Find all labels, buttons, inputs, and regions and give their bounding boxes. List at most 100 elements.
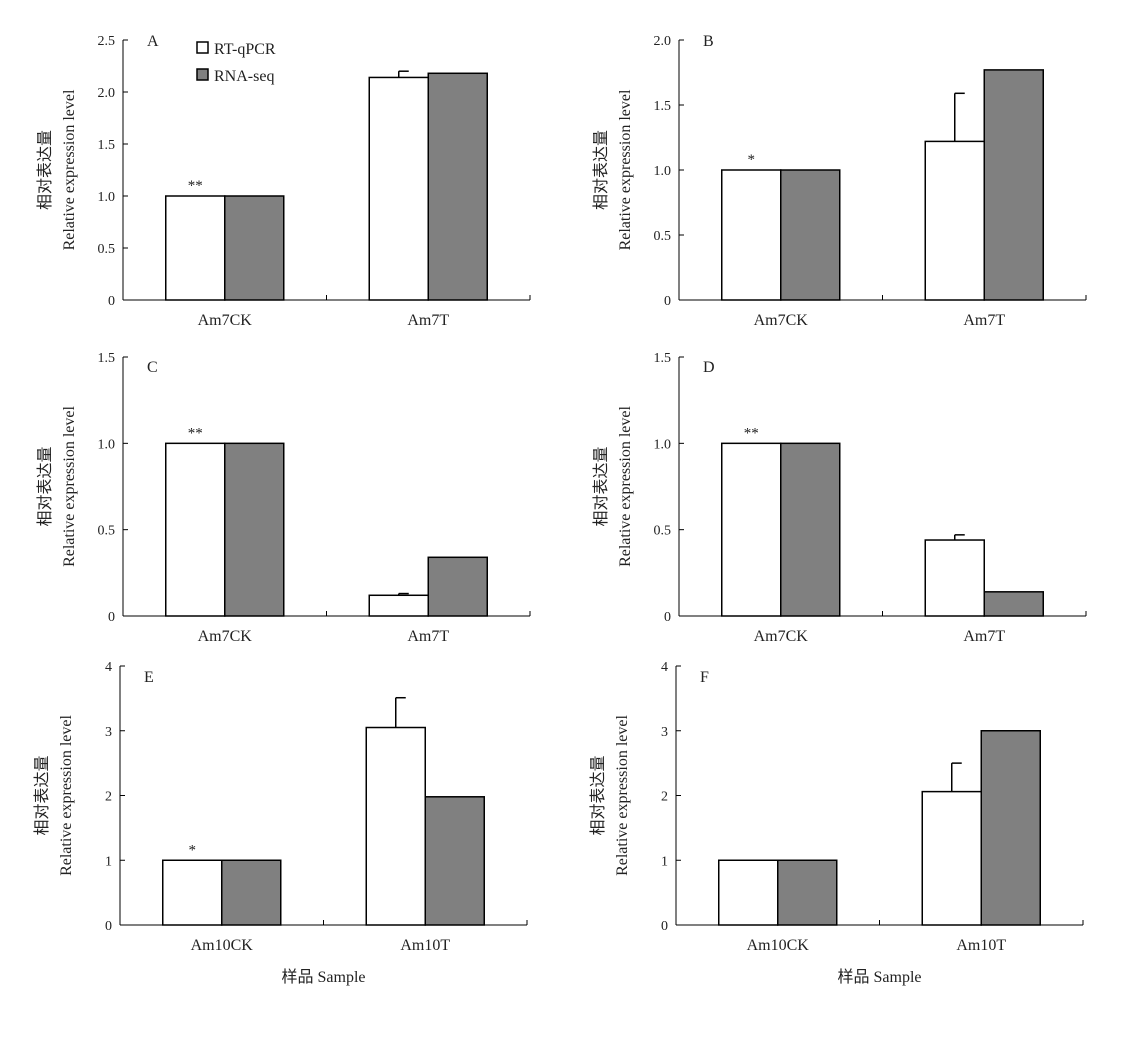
category-label: Am10CK	[747, 937, 810, 954]
bar-rtqpcr	[718, 859, 779, 926]
bar-rtqpcr	[368, 594, 429, 617]
y-tick-label: 0	[664, 294, 671, 309]
y-tick-label: 1.5	[654, 351, 672, 366]
y-tick-label: 2	[105, 790, 112, 805]
y-tick-label: 0.5	[98, 242, 116, 257]
y-tick-label: 1.0	[98, 190, 116, 205]
y-axis-label-cn: 相对表达量	[33, 755, 51, 835]
y-tick-label: 0	[108, 294, 115, 309]
y-axis-label-en: Relative expression level	[61, 406, 78, 567]
bar-rnaseq	[983, 69, 1044, 301]
significance-marker: *	[189, 842, 197, 858]
category-label: Am7T	[963, 312, 1005, 329]
y-tick-label: 2.0	[654, 34, 672, 49]
bar-rnaseq	[224, 195, 285, 301]
bar-rnaseq	[424, 796, 485, 926]
bar-rnaseq	[224, 442, 285, 617]
bar-rtqpcr	[924, 140, 985, 301]
category-label: Am7T	[963, 628, 1005, 645]
category-label: Am10CK	[191, 937, 254, 954]
y-tick-label: 0	[105, 919, 112, 934]
category-label: Am7CK	[754, 628, 809, 645]
significance-marker: **	[744, 425, 759, 441]
legend: RT-qPCR RNA-seq	[196, 41, 276, 85]
bar-rtqpcr	[165, 195, 226, 301]
panel-letter: F	[700, 669, 709, 686]
y-axis-label-en: Relative expression level	[58, 715, 75, 876]
bar-rtqpcr	[165, 442, 226, 617]
legend-label: RNA-seq	[214, 68, 274, 85]
category-label: Am7CK	[198, 312, 253, 329]
significance-marker: *	[748, 152, 756, 168]
y-axis-label-cn: 相对表达量	[36, 130, 54, 210]
y-tick-label: 0.5	[98, 524, 116, 539]
y-tick-label: 0.5	[654, 524, 672, 539]
bar-rnaseq	[780, 169, 841, 301]
panel-d: 0 0.5 1.0 1.5 D 相对表达量 Relative expression leve…	[592, 351, 1087, 645]
category-label: Am10T	[400, 937, 450, 954]
category-label: Am10T	[956, 937, 1006, 954]
y-tick-label: 3	[105, 725, 112, 740]
y-tick-label: 1.5	[98, 351, 116, 366]
bar-rtqpcr	[721, 442, 782, 617]
bar-rnaseq	[427, 556, 488, 617]
bar-rnaseq	[427, 72, 488, 301]
bar-rnaseq	[777, 859, 838, 926]
y-axis-label-cn: 相对表达量	[589, 755, 607, 835]
legend-swatch	[196, 41, 209, 54]
y-tick-label: 1.0	[654, 164, 672, 179]
panel-b: 0 0.5 1.0 1.5 2.0 B 相对表达量 Relative expression l…	[592, 33, 1087, 329]
bar-rtqpcr	[924, 539, 985, 617]
y-axis-label-en: Relative expression level	[61, 89, 78, 250]
legend-label: RT-qPCR	[214, 41, 276, 58]
y-axis-label-cn: 相对表达量	[592, 130, 610, 210]
significance-marker: **	[188, 178, 203, 194]
category-label: Am7T	[407, 312, 449, 329]
bar-rtqpcr	[162, 859, 223, 926]
category-label: Am7CK	[754, 312, 809, 329]
bar-rtqpcr	[921, 790, 982, 926]
y-tick-label: 1.0	[98, 437, 116, 452]
y-tick-label: 4	[105, 660, 112, 675]
y-tick-label: 0	[664, 610, 671, 625]
bar-rnaseq	[980, 730, 1041, 926]
y-tick-label: 0.5	[654, 229, 672, 244]
y-tick-label: 4	[661, 660, 668, 675]
bar-rnaseq	[221, 859, 282, 926]
bar-rtqpcr	[365, 726, 426, 926]
y-tick-label: 2.5	[98, 34, 116, 49]
y-axis-label-en: Relative expression level	[614, 715, 631, 876]
y-tick-label: 2.0	[98, 86, 116, 101]
panel-c: 0 0.5 1.0 1.5 C 相对表达量 Relative expression leve…	[36, 351, 531, 645]
panel-f: 0 1 2 3 4 F 相对表达量 Relative expression level Am10…	[589, 660, 1084, 986]
bar-rnaseq	[983, 591, 1044, 617]
panel-letter: E	[144, 669, 154, 686]
panel-letter: A	[147, 33, 159, 50]
y-tick-label: 1	[661, 854, 668, 869]
x-axis-title: 样品 Sample	[282, 968, 366, 986]
y-axis-label-cn: 相对表达量	[592, 446, 610, 526]
y-tick-label: 1.5	[654, 99, 672, 114]
significance-marker: **	[188, 425, 203, 441]
panel-e: 0 1 2 3 4 E 相对表达量 Relative expression level * Am1…	[33, 660, 528, 986]
legend-swatch	[196, 68, 209, 81]
panel-a: 0 0.5 1.0 1.5 2.0 2.5 A 相对表达量 Relative expressio…	[36, 33, 531, 329]
y-tick-label: 1	[105, 854, 112, 869]
y-tick-label: 1.5	[98, 138, 116, 153]
y-tick-label: 0	[661, 919, 668, 934]
y-axis-label-en: Relative expression level	[617, 406, 634, 567]
bar-rtqpcr	[721, 169, 782, 301]
y-axis-label-en: Relative expression level	[617, 89, 634, 250]
bar-rtqpcr	[368, 76, 429, 301]
category-label: Am7T	[407, 628, 449, 645]
y-tick-label: 3	[661, 725, 668, 740]
x-axis-title: 样品 Sample	[838, 968, 922, 986]
category-label: Am7CK	[198, 628, 253, 645]
panel-letter: D	[703, 359, 715, 376]
y-tick-label: 1.0	[654, 437, 672, 452]
y-axis-label-cn: 相对表达量	[36, 446, 54, 526]
bar-rnaseq	[780, 442, 841, 617]
panel-letter: C	[147, 359, 158, 376]
y-tick-label: 0	[108, 610, 115, 625]
